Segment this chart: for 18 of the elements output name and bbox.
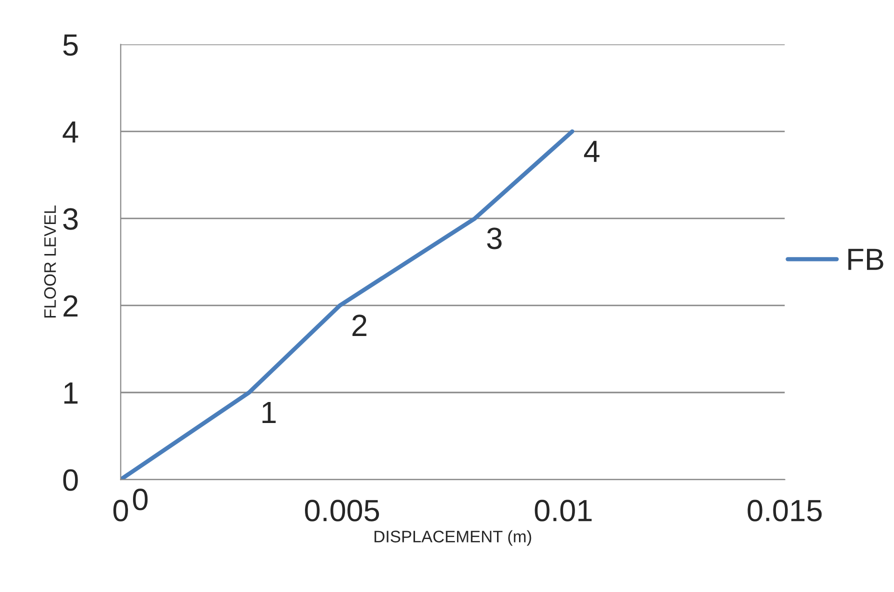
y-tick-label: 5 bbox=[63, 34, 78, 56]
data-label: 2 bbox=[352, 314, 366, 336]
y-tick-label: 3 bbox=[63, 208, 78, 230]
x-tick-label: 0 bbox=[113, 500, 128, 522]
y-tick-label: 4 bbox=[62, 121, 78, 142]
y-tick-label: 1 bbox=[64, 382, 78, 404]
x-tick-label: 0.005 bbox=[305, 500, 379, 522]
data-label: 4 bbox=[584, 140, 600, 162]
y-axis-title: FLOOR LEVEL bbox=[44, 206, 56, 318]
data-label: 3 bbox=[487, 228, 502, 250]
x-tick-label: 0.01 bbox=[534, 500, 592, 522]
x-tick-label: 0.015 bbox=[748, 500, 822, 522]
line-series bbox=[120, 129, 574, 480]
legend-label: FB bbox=[848, 248, 884, 270]
x-axis-title: DISPLACEMENT (m) bbox=[374, 530, 532, 546]
data-label: 1 bbox=[262, 402, 276, 423]
y-tick-label: 2 bbox=[64, 295, 78, 317]
y-tick-label: 0 bbox=[63, 469, 78, 491]
